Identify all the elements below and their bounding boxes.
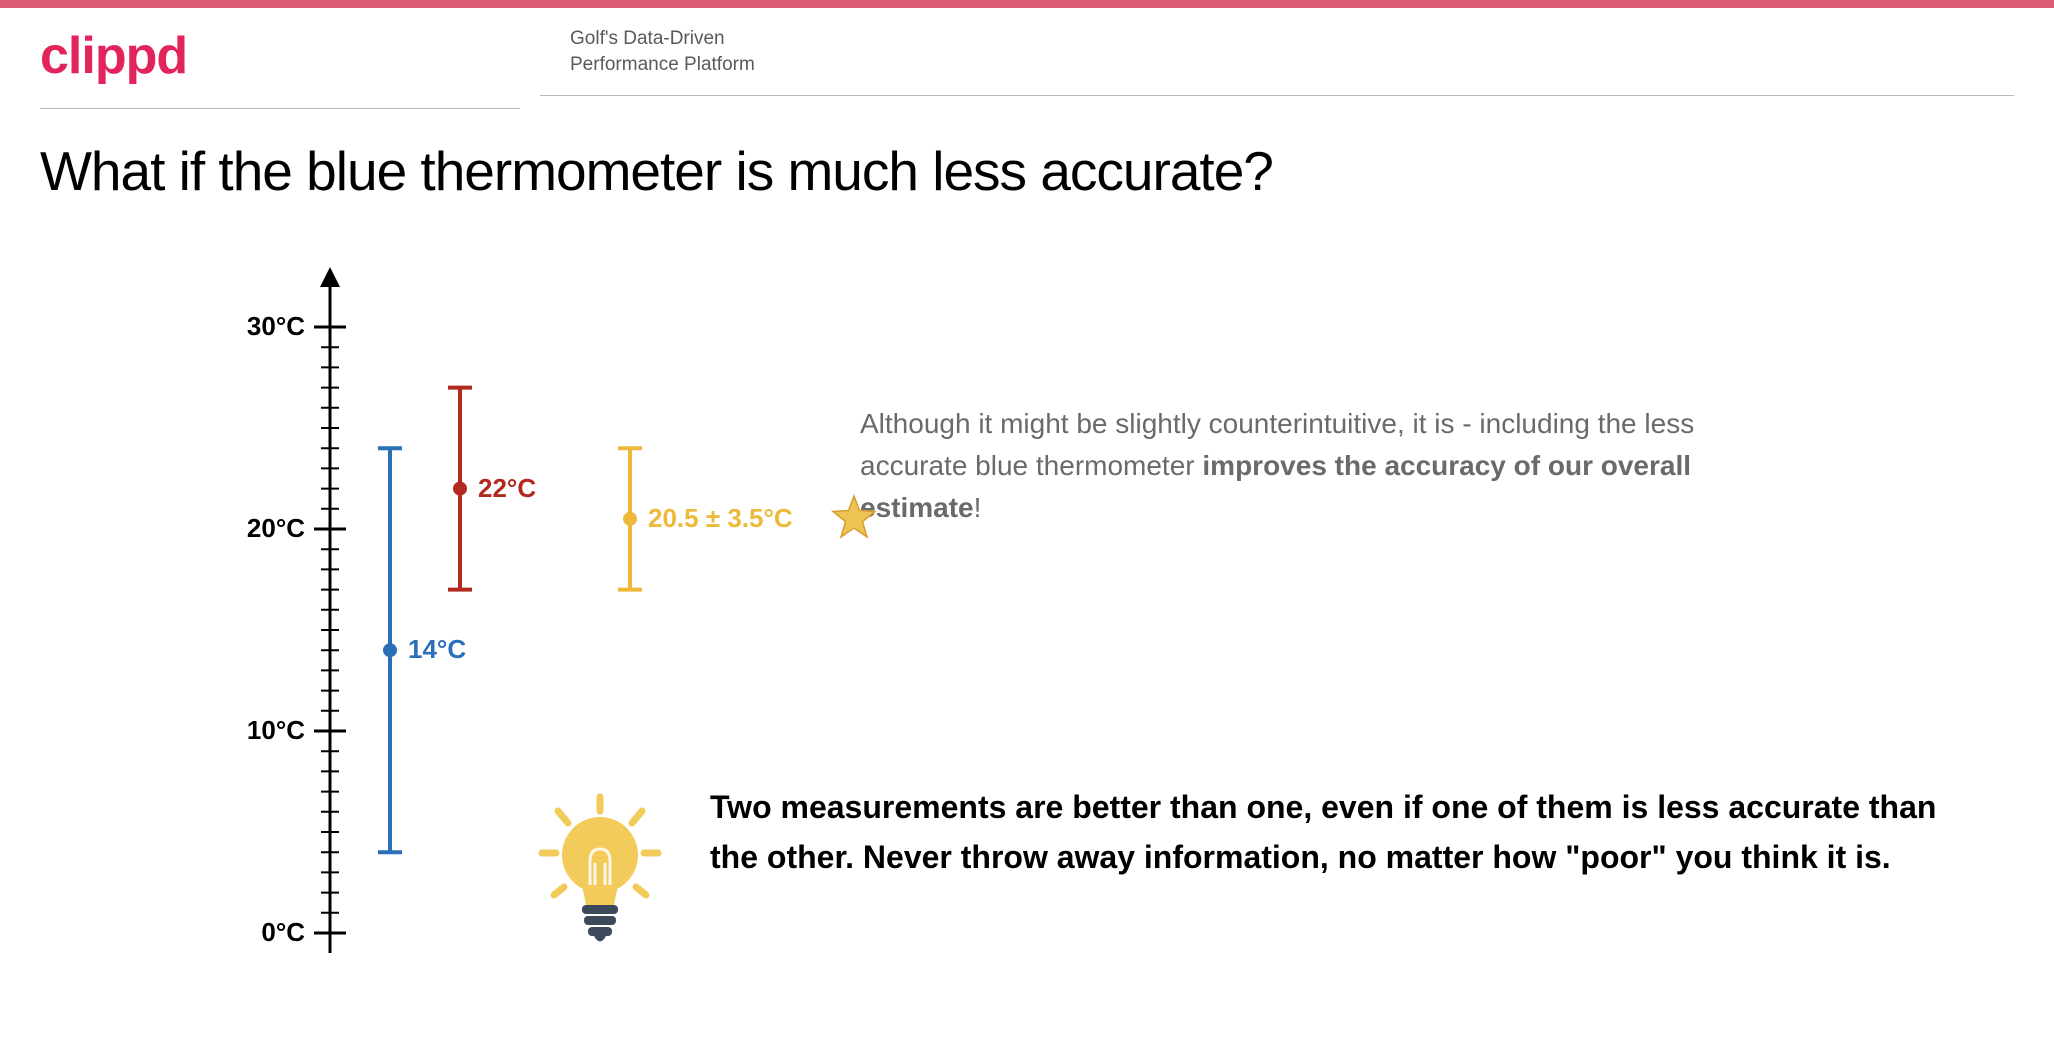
top-accent-bar bbox=[0, 0, 2054, 8]
axis-tick-label: 0°C bbox=[225, 917, 305, 948]
star-icon bbox=[830, 493, 878, 546]
tagline-line-2: Performance Platform bbox=[570, 52, 2014, 78]
content-area: 0°C 10°C 20°C 30°C 14°C 22°C 20.5 ± 3.5°C Alt… bbox=[0, 203, 2054, 973]
explanation-text: Although it might be slightly counterint… bbox=[860, 403, 1760, 529]
logo-block: clippd bbox=[40, 26, 520, 109]
explain-post: ! bbox=[974, 492, 982, 523]
axis-tick-label: 10°C bbox=[225, 715, 305, 746]
tagline-block: Golf's Data-Driven Performance Platform bbox=[540, 26, 2014, 96]
series-label-red: 22°C bbox=[478, 473, 536, 504]
lightbulb-icon bbox=[530, 789, 670, 954]
brand-logo: clippd bbox=[40, 26, 520, 86]
series-label-yellow: 20.5 ± 3.5°C bbox=[648, 503, 793, 534]
header: clippd Golf's Data-Driven Performance Pl… bbox=[0, 8, 2054, 109]
axis-tick-label: 20°C bbox=[225, 513, 305, 544]
series-label-blue: 14°C bbox=[408, 634, 466, 665]
axis-tick-label: 30°C bbox=[225, 311, 305, 342]
takeaway-text: Two measurements are better than one, ev… bbox=[710, 783, 1980, 882]
takeaway-row: Two measurements are better than one, ev… bbox=[530, 783, 1980, 954]
page-title: What if the blue thermometer is much les… bbox=[0, 109, 2054, 203]
tagline-line-1: Golf's Data-Driven bbox=[570, 26, 2014, 52]
